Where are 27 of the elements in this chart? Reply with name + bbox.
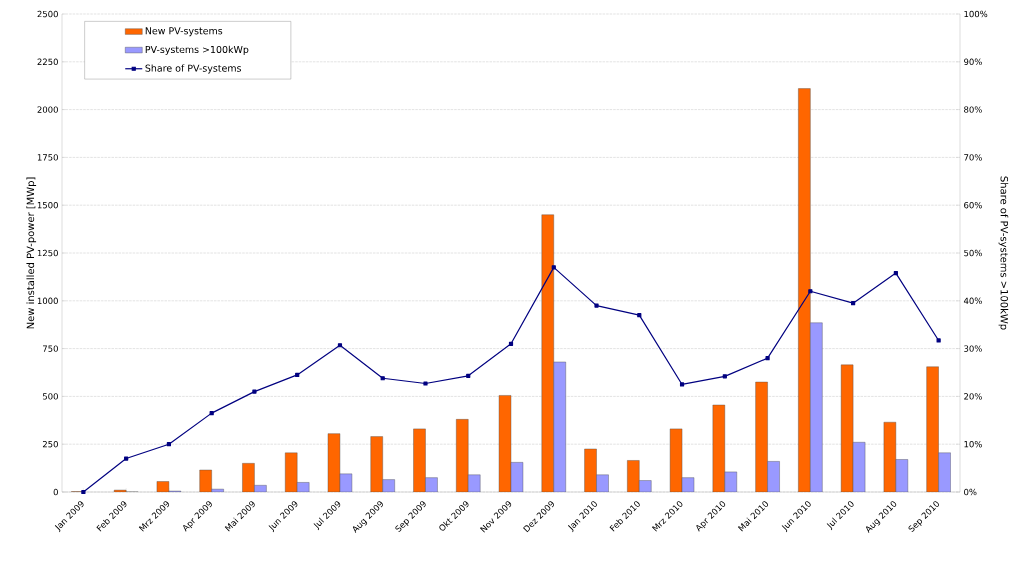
y2-tick-label: 60% xyxy=(964,202,982,209)
y-tick-label: 250 xyxy=(42,441,58,448)
y-tick-label: 2500 xyxy=(37,10,58,18)
legend-label: PV-systems >100kWp xyxy=(145,45,249,55)
legend-label: Share of PV-systems xyxy=(145,64,242,74)
y2-tick-label: 50% xyxy=(964,249,982,257)
y-tick-label: 750 xyxy=(43,345,58,352)
y-tick-label: 1500 xyxy=(37,202,58,209)
y2-tick-label: 80% xyxy=(964,106,982,113)
y2-tick-label: 100% xyxy=(964,10,988,18)
y2-tick-label: 20% xyxy=(964,393,982,400)
y-tick-label: 1750 xyxy=(37,154,58,161)
y2-tick-label: 40% xyxy=(963,297,982,305)
y-tick-label: 500 xyxy=(42,393,58,400)
y2-tick-label: 90% xyxy=(964,58,982,65)
y-tick-label: 2000 xyxy=(37,106,58,113)
y-tick-label: 1250 xyxy=(37,249,58,257)
y-tick-label: 2250 xyxy=(37,58,58,66)
y-tick-label: 0 xyxy=(53,488,58,496)
y2-tick-label: 0% xyxy=(964,488,977,496)
y2-tick-label: 10% xyxy=(964,441,982,448)
y-tick-label: 1000 xyxy=(37,297,58,305)
y2-axis-title: Share of PV-systems >100kWp xyxy=(998,176,1009,330)
legend-label: New PV-systems xyxy=(145,27,223,37)
y2-tick-label: 70% xyxy=(964,154,982,161)
y-axis-title: New installed PV-power [MWp] xyxy=(26,177,37,329)
y2-tick-label: 30% xyxy=(964,345,982,352)
